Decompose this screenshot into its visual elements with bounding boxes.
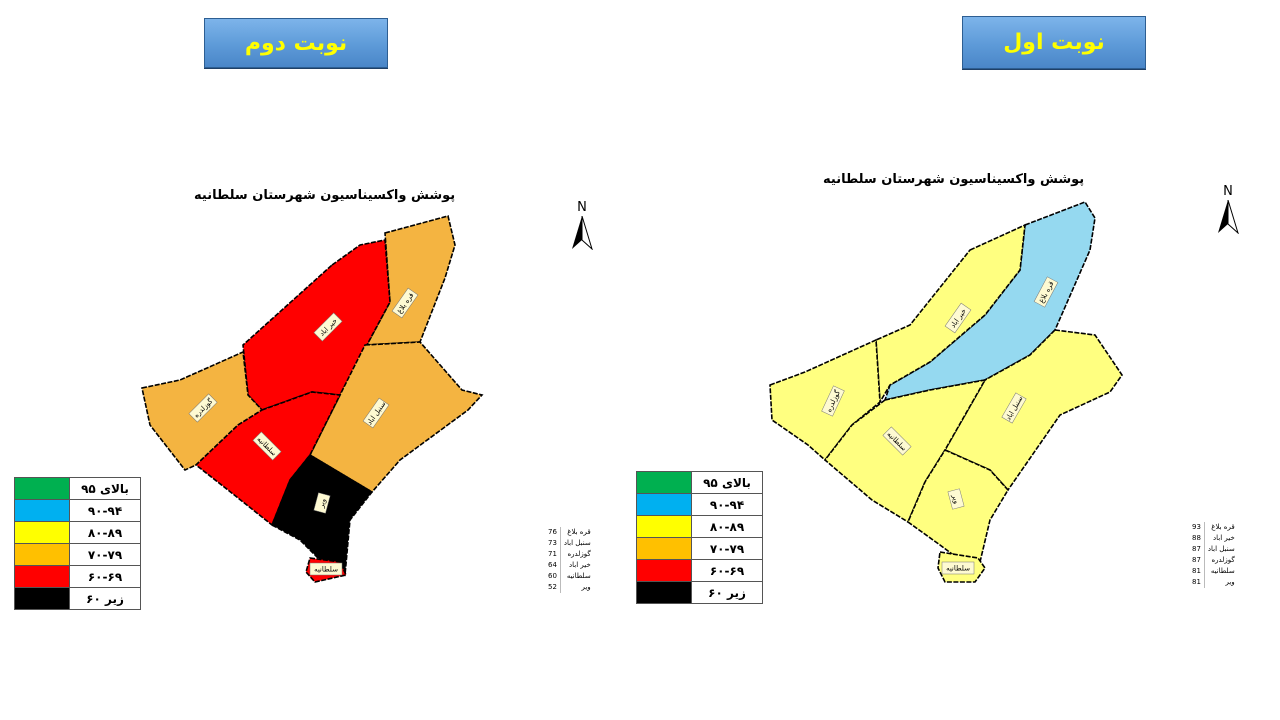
legend-swatch: [636, 515, 692, 538]
region-name: سلطانیه: [1210, 567, 1235, 575]
table-row: 64 خیر اباد: [545, 560, 594, 571]
legend-row: ۷۰-۷۹: [14, 543, 141, 566]
legend-swatch: [636, 559, 692, 582]
round-two-map-title: پوشش واکسیناسیون شهرستان سلطانیه: [194, 188, 456, 203]
table-row: 60 سلطانیه: [545, 571, 594, 582]
round-one-banner-label: نوبت اول: [1003, 30, 1105, 55]
round-one-north-arrow: N: [1216, 184, 1240, 244]
label-vir: ویر: [950, 493, 960, 505]
legend-swatch: [636, 471, 692, 494]
legend-label: ۹۰-۹۴: [69, 499, 141, 522]
region-name: ویر: [581, 583, 591, 591]
label-soltanieh-south: سلطانیه: [946, 565, 970, 573]
coverage-value: 87: [1189, 555, 1205, 566]
coverage-value: 88: [1189, 533, 1205, 544]
table-row: 73 سنبل اباد: [545, 538, 594, 549]
coverage-value: 76: [545, 527, 561, 538]
table-row: 93 قره بلاغ: [1189, 522, 1238, 533]
coverage-value: 60: [545, 571, 561, 582]
north-letter: N: [1223, 184, 1233, 199]
round-one-map: قره بلاغ خیر اباد سنبل اباد گوزلدره سلطا…: [769, 201, 1123, 583]
legend-row: ۹۰-۹۴: [636, 493, 763, 516]
legend-swatch: [14, 499, 70, 522]
legend-label: ۷۰-۷۹: [691, 537, 763, 560]
region-gharebolagh: [883, 201, 1096, 402]
legend-label: زیر ۶۰: [69, 587, 141, 610]
round-one-data-table: 93 قره بلاغ 88 خیر اباد 87 سنبل اباد 87 گوزلدره…: [1189, 522, 1238, 588]
legend-label: بالای ۹۵: [69, 477, 141, 500]
table-row: 87 سنبل اباد: [1189, 544, 1238, 555]
legend-row: ۶۰-۶۹: [14, 565, 141, 588]
round-one-map-title: پوشش واکسیناسیون شهرستان سلطانیه: [823, 172, 1085, 187]
legend-swatch: [14, 565, 70, 588]
legend-swatch: [14, 543, 70, 566]
table-row: 81 سلطانیه: [1189, 566, 1238, 577]
legend-label: زیر ۶۰: [691, 581, 763, 604]
round-two-banner-label: نوبت دوم: [244, 30, 348, 56]
legend-label: ۶۰-۶۹: [69, 565, 141, 588]
legend-label: ۸۰-۸۹: [691, 515, 763, 538]
region-name: ویر: [1225, 578, 1235, 586]
legend-swatch: [636, 493, 692, 516]
legend-row: ۷۰-۷۹: [636, 537, 763, 560]
legend-row: ۹۰-۹۴: [14, 499, 141, 522]
region-name: سنبل اباد: [1207, 545, 1235, 553]
round-one-banner: نوبت اول: [962, 16, 1146, 69]
coverage-value: 52: [545, 582, 561, 593]
coverage-value: 81: [1189, 566, 1205, 577]
north-arrow-icon: [572, 216, 593, 250]
round-two-north-arrow: N: [570, 200, 594, 260]
label-soltanieh-south: سلطانیه: [314, 566, 338, 574]
legend-row: ۸۰-۸۹: [14, 521, 141, 544]
legend-rows: بالای ۹۵ ۹۰-۹۴ ۸۰-۸۹ ۷۰-۷۹ ۶۰-۶۹ زیر ۶۰: [14, 477, 141, 610]
region-name: قره بلاغ: [567, 528, 591, 536]
legend-swatch: [636, 537, 692, 560]
table-row: 81 ویر: [1189, 577, 1238, 588]
legend-swatch: [14, 521, 70, 544]
table-row: 87 گوزلدره: [1189, 555, 1238, 566]
coverage-value: 64: [545, 560, 561, 571]
legend-row: بالای ۹۵: [636, 471, 763, 494]
legend-swatch: [636, 581, 692, 604]
coverage-value: 93: [1189, 522, 1205, 533]
legend-row: زیر ۶۰: [636, 581, 763, 604]
coverage-value: 73: [545, 538, 561, 549]
north-arrow-icon: [1218, 200, 1239, 234]
table-row: 76 قره بلاغ: [545, 527, 594, 538]
legend-label: ۷۰-۷۹: [69, 543, 141, 566]
legend-swatch: [14, 477, 70, 500]
legend-row: ۸۰-۸۹: [636, 515, 763, 538]
round-two-map: قره بلاغ خیر اباد سنبل اباد گوزلدره سلطا…: [141, 215, 484, 583]
legend-label: ۸۰-۸۹: [69, 521, 141, 544]
coverage-value: 81: [1189, 577, 1205, 588]
table-row: 71 گوزلدره: [545, 549, 594, 560]
region-kheirabad: [875, 223, 1026, 405]
coverage-value: 87: [1189, 544, 1205, 555]
round-two-data-table: 76 قره بلاغ 73 سنبل اباد 71 گوزلدره 64 خیر اباد…: [545, 527, 594, 593]
legend-label: ۶۰-۶۹: [691, 559, 763, 582]
legend-row: زیر ۶۰: [14, 587, 141, 610]
table-row: 52 ویر: [545, 582, 594, 593]
north-letter: N: [577, 200, 587, 215]
region-gozaldare: [769, 338, 881, 462]
region-name: گوزلدره: [1211, 556, 1235, 564]
table-row: 88 خیر اباد: [1189, 533, 1238, 544]
region-name: قره بلاغ: [1211, 523, 1235, 531]
coverage-value: 71: [545, 549, 561, 560]
legend-rows: بالای ۹۵ ۹۰-۹۴ ۸۰-۸۹ ۷۰-۷۹ ۶۰-۶۹ زیر ۶۰: [636, 471, 763, 604]
region-name: خیر اباد: [1213, 534, 1235, 542]
region-name: خیر اباد: [569, 561, 591, 569]
round-two-banner: نوبت دوم: [204, 18, 388, 68]
label-vir: ویر: [317, 498, 327, 510]
legend-swatch: [14, 587, 70, 610]
legend-label: بالای ۹۵: [691, 471, 763, 494]
legend-row: بالای ۹۵: [14, 477, 141, 500]
round-one-legend: بالای ۹۵ ۹۰-۹۴ ۸۰-۸۹ ۷۰-۷۹ ۶۰-۶۹ زیر ۶۰: [636, 471, 763, 604]
region-name: سنبل اباد: [563, 539, 591, 547]
region-name: گوزلدره: [567, 550, 591, 558]
round-two-legend: بالای ۹۵ ۹۰-۹۴ ۸۰-۸۹ ۷۰-۷۹ ۶۰-۶۹ زیر ۶۰: [14, 477, 141, 610]
legend-row: ۶۰-۶۹: [636, 559, 763, 582]
legend-label: ۹۰-۹۴: [691, 493, 763, 516]
region-name: سلطانیه: [566, 572, 591, 580]
